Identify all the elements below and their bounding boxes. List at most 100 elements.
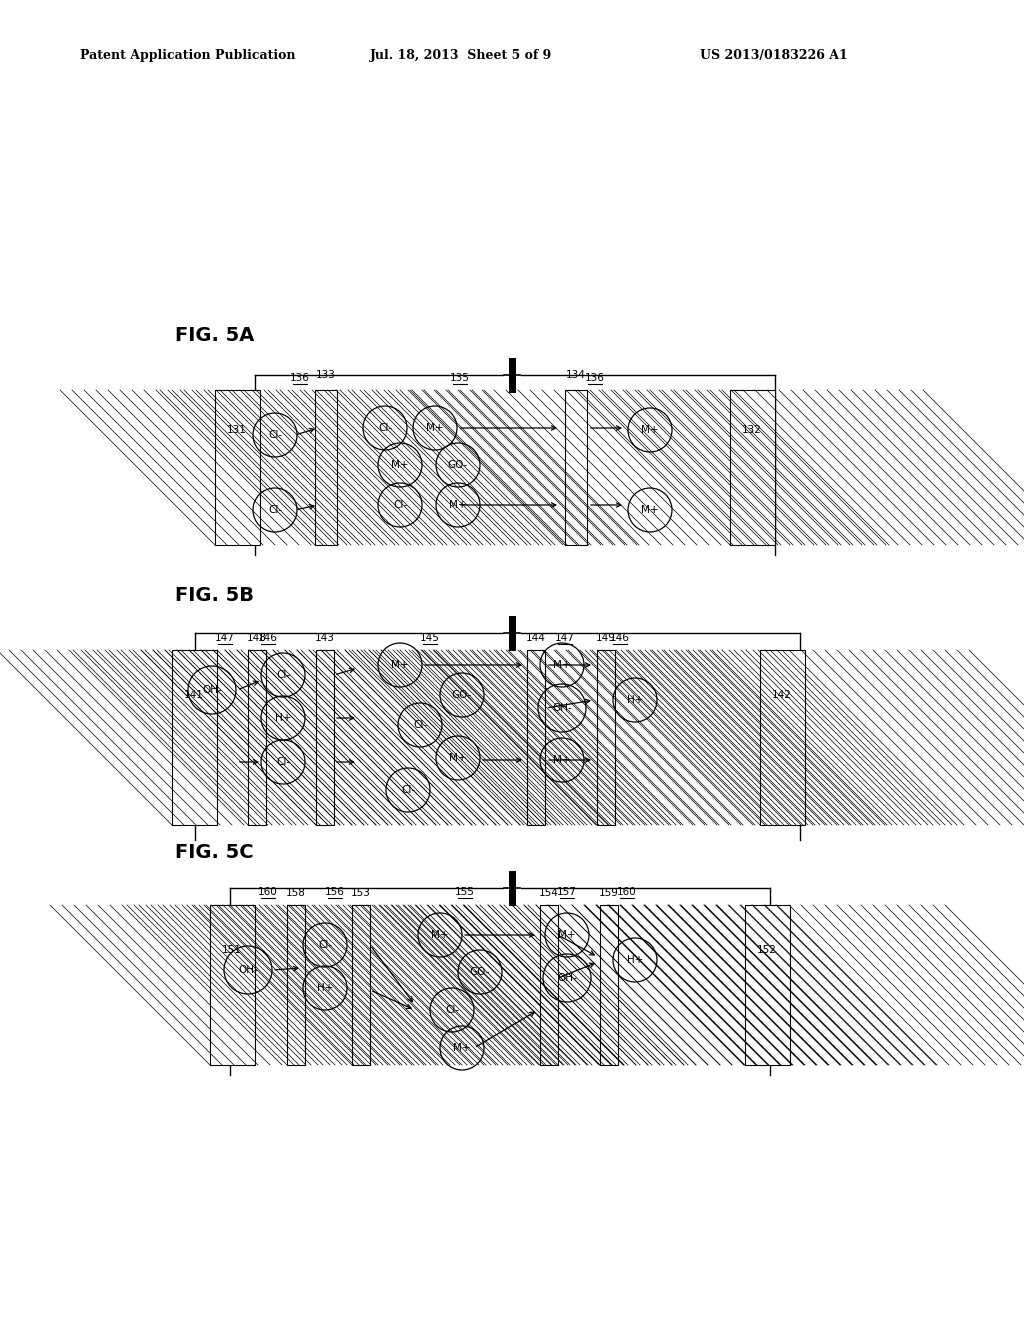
Text: 144: 144: [526, 634, 546, 643]
Bar: [210, 906, 255, 1065]
Text: M+: M+: [426, 422, 443, 433]
Text: 136: 136: [585, 374, 605, 383]
Bar: [172, 649, 217, 825]
Text: 149: 149: [596, 634, 616, 643]
Text: Cl-: Cl-: [445, 1005, 459, 1015]
Bar: [215, 389, 260, 545]
Text: GO-: GO-: [447, 459, 468, 470]
Text: M+: M+: [450, 500, 467, 510]
Text: M+: M+: [553, 755, 570, 766]
Text: Cl-: Cl-: [275, 671, 290, 680]
Bar: [597, 649, 615, 825]
Text: M+: M+: [431, 931, 449, 940]
Bar: [352, 906, 370, 1065]
Text: Patent Application Publication: Patent Application Publication: [80, 49, 296, 62]
Text: Jul. 18, 2013  Sheet 5 of 9: Jul. 18, 2013 Sheet 5 of 9: [370, 49, 552, 62]
Bar: [352, 906, 370, 1065]
Text: Cl-: Cl-: [378, 422, 392, 433]
Bar: [248, 649, 266, 825]
Text: 159: 159: [599, 888, 618, 898]
Bar: [315, 389, 337, 545]
Text: Cl-: Cl-: [401, 785, 415, 795]
Bar: [287, 906, 305, 1065]
Text: OH-: OH-: [552, 704, 571, 713]
Text: Cl-: Cl-: [413, 719, 427, 730]
Bar: [527, 649, 545, 825]
Text: M+: M+: [641, 506, 658, 515]
Text: H+: H+: [627, 696, 643, 705]
Text: 141: 141: [184, 690, 204, 700]
Text: M+: M+: [558, 931, 575, 940]
Text: 131: 131: [227, 425, 247, 436]
Bar: [600, 906, 618, 1065]
Text: GO-: GO-: [452, 690, 472, 700]
Text: 153: 153: [351, 888, 371, 898]
Text: 152: 152: [757, 945, 777, 954]
Text: 132: 132: [742, 425, 762, 436]
Text: 146: 146: [610, 634, 630, 643]
Bar: [172, 649, 217, 825]
Bar: [730, 389, 775, 545]
Text: FIG. 5C: FIG. 5C: [175, 843, 254, 862]
Text: M+: M+: [391, 660, 409, 671]
Text: 157: 157: [557, 887, 577, 898]
Text: 154: 154: [539, 888, 559, 898]
Bar: [248, 649, 266, 825]
Text: 134: 134: [566, 370, 586, 380]
Text: 146: 146: [258, 634, 278, 643]
Bar: [745, 906, 790, 1065]
Bar: [316, 649, 334, 825]
Bar: [316, 649, 334, 825]
Text: Cl-: Cl-: [268, 506, 282, 515]
Text: 136: 136: [290, 374, 310, 383]
Text: Cl-: Cl-: [393, 500, 408, 510]
Text: 135: 135: [451, 374, 470, 383]
Bar: [527, 649, 545, 825]
Text: GO-: GO-: [470, 968, 490, 977]
Text: M+: M+: [454, 1043, 471, 1053]
Text: 160: 160: [617, 887, 637, 898]
Text: 142: 142: [772, 690, 792, 700]
Bar: [215, 389, 260, 545]
Text: 147: 147: [555, 634, 574, 643]
Text: M+: M+: [391, 459, 409, 470]
Text: 147: 147: [215, 634, 234, 643]
Bar: [315, 389, 337, 545]
Text: 148: 148: [247, 634, 267, 643]
Text: M+: M+: [553, 660, 570, 671]
Text: FIG. 5A: FIG. 5A: [175, 326, 254, 345]
Text: Cl-: Cl-: [275, 756, 290, 767]
Text: OH-: OH-: [202, 685, 222, 696]
Text: 158: 158: [286, 888, 306, 898]
Text: 145: 145: [420, 634, 440, 643]
Text: H+: H+: [316, 983, 333, 993]
Text: M+: M+: [641, 425, 658, 436]
Bar: [540, 906, 558, 1065]
Text: 143: 143: [315, 634, 335, 643]
Bar: [210, 906, 255, 1065]
Text: OH-: OH-: [239, 965, 258, 975]
Text: 133: 133: [316, 370, 336, 380]
Bar: [287, 906, 305, 1065]
Text: Cl-: Cl-: [317, 940, 332, 950]
Text: FIG. 5B: FIG. 5B: [175, 586, 254, 605]
Bar: [730, 389, 775, 545]
Bar: [565, 389, 587, 545]
Text: Cl-: Cl-: [268, 430, 282, 440]
Text: H+: H+: [274, 713, 291, 723]
Text: 160: 160: [258, 887, 278, 898]
Bar: [760, 649, 805, 825]
Bar: [760, 649, 805, 825]
Bar: [565, 389, 587, 545]
Bar: [597, 649, 615, 825]
Text: OH-: OH-: [557, 973, 577, 983]
Text: US 2013/0183226 A1: US 2013/0183226 A1: [700, 49, 848, 62]
Bar: [745, 906, 790, 1065]
Bar: [540, 906, 558, 1065]
Text: 155: 155: [455, 887, 475, 898]
Text: 151: 151: [222, 945, 242, 954]
Bar: [600, 906, 618, 1065]
Text: 156: 156: [325, 887, 345, 898]
Text: M+: M+: [450, 752, 467, 763]
Text: H+: H+: [627, 954, 643, 965]
